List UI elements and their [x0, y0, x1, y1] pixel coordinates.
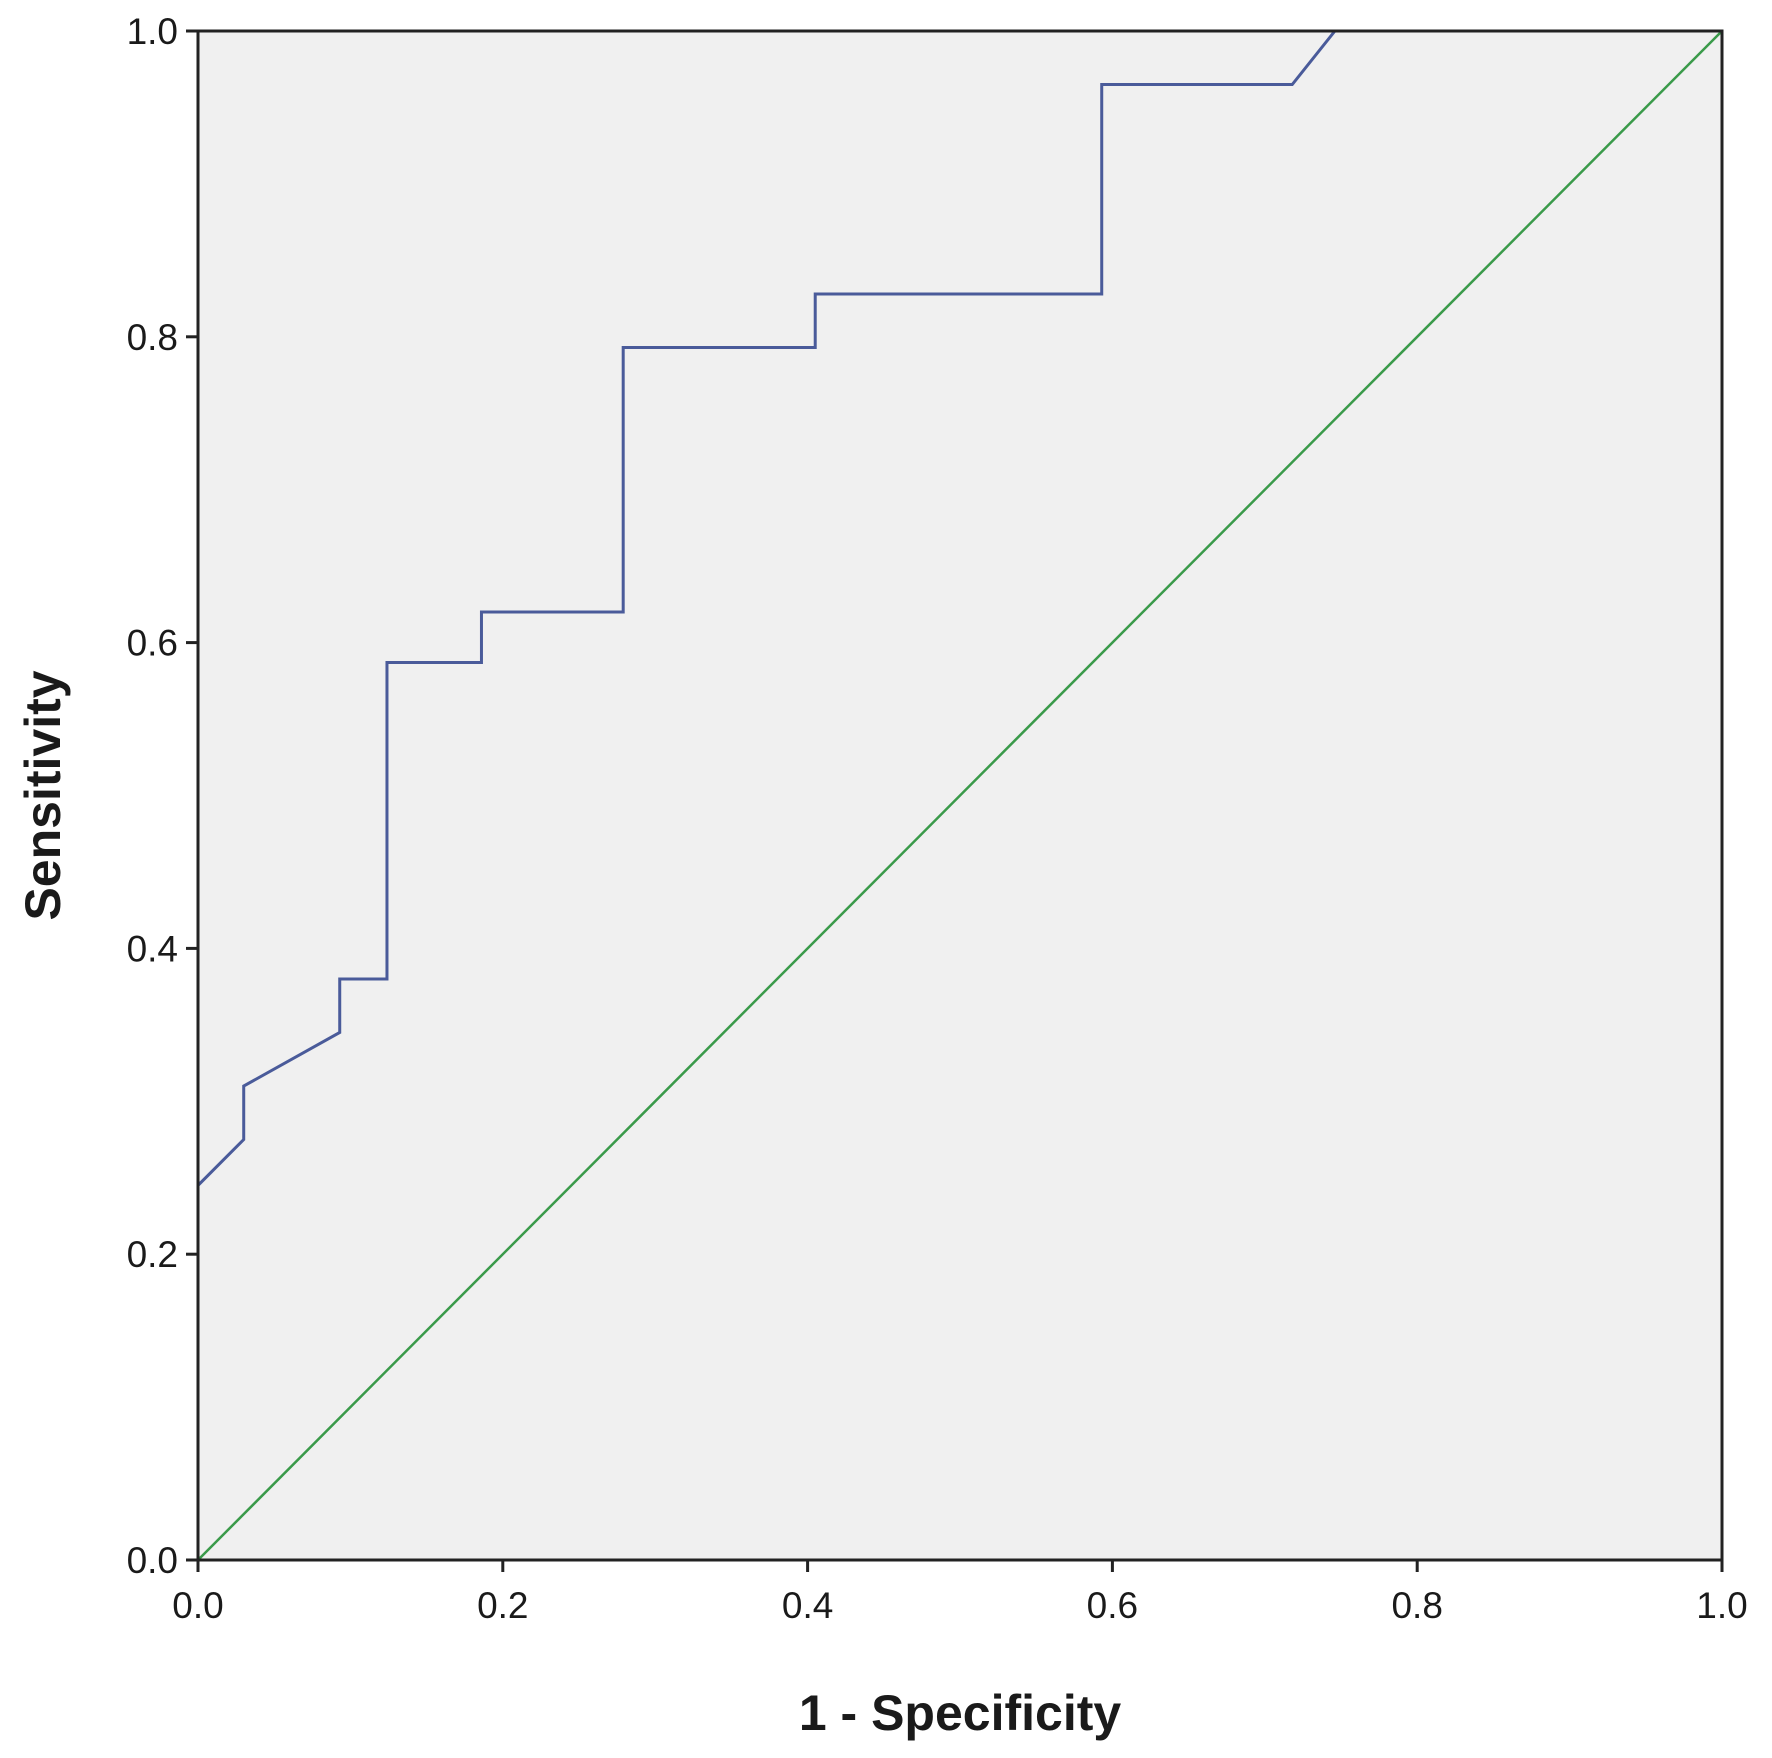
y-tick-label: 0.6	[127, 623, 178, 664]
y-tick-label: 0.0	[127, 1540, 178, 1581]
x-axis-title: 1 - Specificity	[799, 1685, 1122, 1741]
roc-curve-line	[196, 29, 1722, 1560]
x-axis-ticks: 0.0 0.2 0.4 0.6 0.8 1.0	[172, 1560, 1748, 1626]
y-tick-label: 0.4	[127, 928, 178, 969]
plot-frame	[196, 29, 1724, 1562]
x-tick-label: 0.8	[1391, 1585, 1442, 1626]
x-tick-label: 0.4	[782, 1585, 833, 1626]
x-tick-label: 0.2	[477, 1585, 528, 1626]
reference-diagonal-line	[197, 30, 1723, 1561]
y-axis-title: Sensitivity	[15, 670, 71, 920]
y-tick-label: 0.8	[127, 317, 178, 358]
x-tick-label: 1.0	[1696, 1585, 1747, 1626]
series-layer	[196, 29, 1723, 1561]
x-tick-label: 0.6	[1087, 1585, 1138, 1626]
x-tick-label: 0.0	[172, 1585, 223, 1626]
y-tick-label: 1.0	[127, 11, 178, 52]
y-tick-label: 0.2	[127, 1234, 178, 1275]
y-axis-ticks: 0.0 0.2 0.4 0.6 0.8 1.0	[127, 11, 198, 1581]
